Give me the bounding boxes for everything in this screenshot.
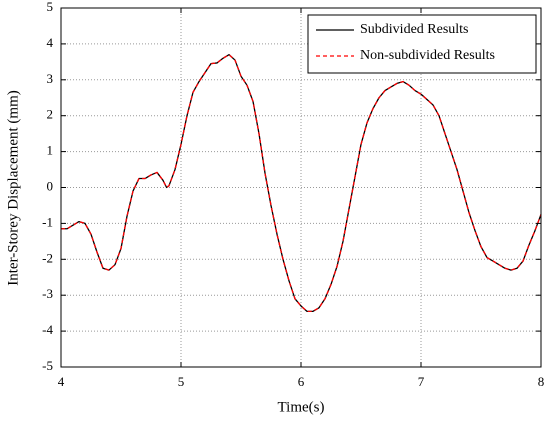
plot-frame	[60, 7, 542, 368]
x-tick-label: 4	[58, 374, 65, 389]
y-tick-label: -5	[42, 358, 53, 373]
legend-label: Subdivided Results	[360, 22, 469, 37]
legend-label: Non-subdivided Results	[360, 48, 495, 63]
y-axis-label: Inter-Storey Displacement (mm)	[5, 90, 21, 285]
x-axis-label: Time(s)	[278, 399, 325, 415]
legend-box	[307, 14, 537, 74]
y-tick-label: -4	[42, 322, 53, 337]
y-tick-label: 1	[47, 143, 54, 158]
x-tick-label: 6	[298, 374, 305, 389]
y-tick-label: 0	[47, 178, 54, 193]
x-tick-label: 8	[538, 374, 545, 389]
y-tick-label: -3	[42, 286, 53, 301]
series-line	[61, 54, 542, 313]
y-tick-label: 2	[47, 107, 54, 122]
y-tick-label: 3	[47, 71, 54, 86]
x-tick-label: 7	[418, 374, 425, 389]
y-tick-label: 5	[47, 0, 54, 14]
y-tick-label: -2	[42, 250, 53, 265]
y-tick-label: -1	[42, 214, 53, 229]
y-tick-label: 4	[47, 35, 54, 50]
x-tick-label: 5	[178, 374, 185, 389]
